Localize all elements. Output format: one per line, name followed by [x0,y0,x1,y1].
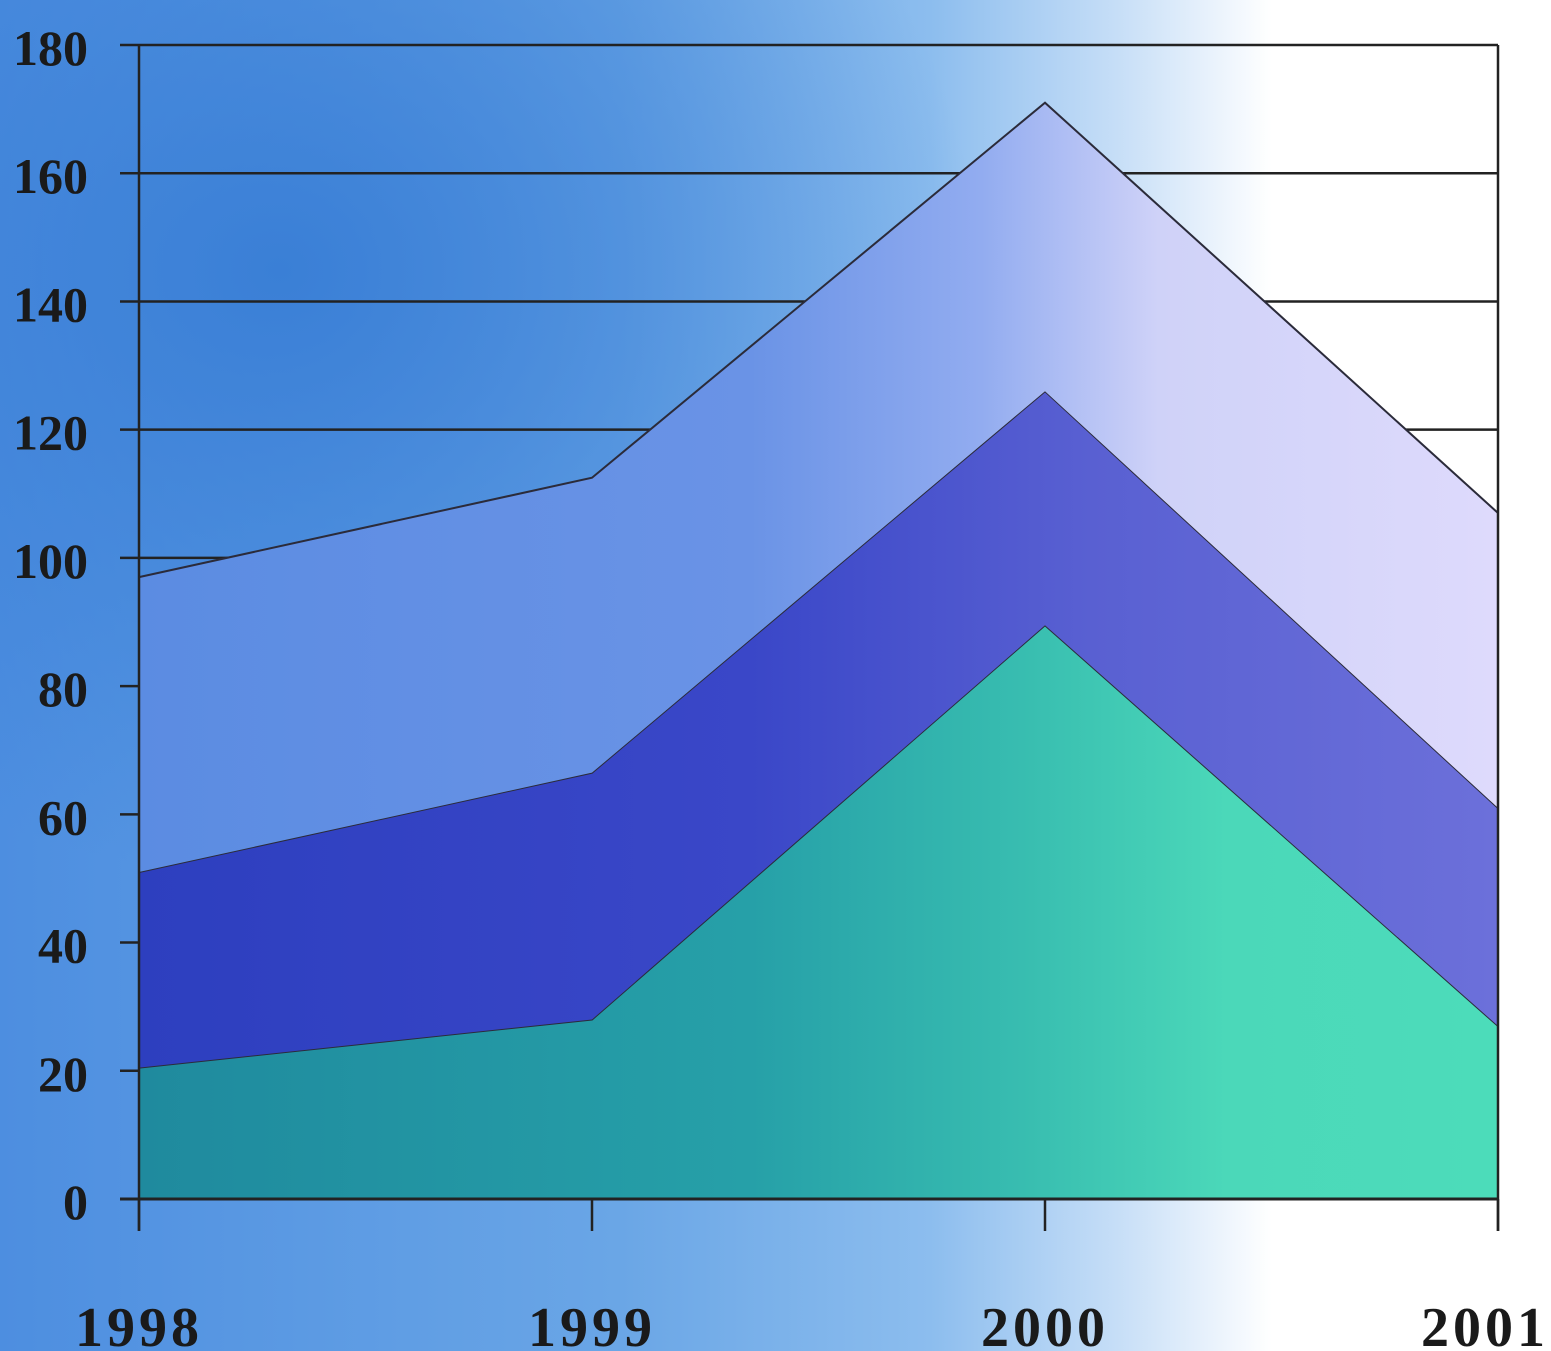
y-tick-label: 20 [38,1046,88,1102]
y-tick-label: 140 [13,276,88,332]
y-tick-label: 180 [13,20,88,76]
areas [138,101,1499,1199]
x-tick-label: 1999 [528,1297,656,1351]
axes [120,45,1500,1231]
y-tick-label: 80 [38,661,88,717]
x-tick-label: 2001 [1421,1297,1549,1351]
tick-labels: 0 20 40 60 80 100 120 140 160 180 1998 1999 2000 2001 [13,20,1549,1351]
x-tick-label: 1998 [75,1297,203,1351]
area-series-1 [139,625,1498,1199]
y-tick-label: 100 [13,533,88,589]
area-series-3 [139,102,1498,873]
y-tick-label: 60 [38,789,88,845]
area-series-2 [139,391,1498,1068]
y-tick-label: 40 [38,918,88,974]
y-tick-label: 160 [13,148,88,204]
area-series-3-edge [138,101,1499,579]
y-tick-label: 0 [63,1174,88,1230]
x-tick-label: 2000 [981,1297,1109,1351]
y-tick-label: 120 [13,405,88,461]
